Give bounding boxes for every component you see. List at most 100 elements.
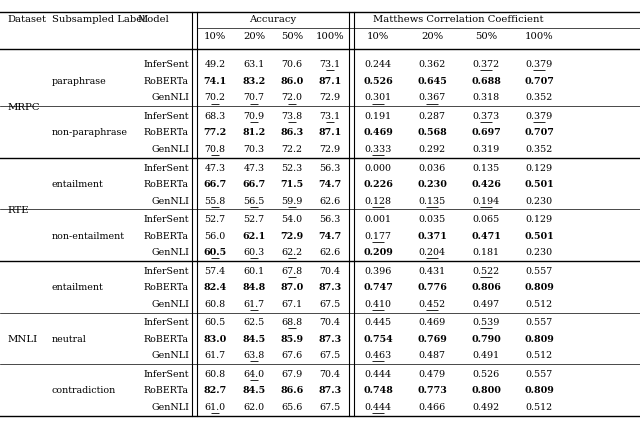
Text: 50%: 50% [281,32,303,41]
Text: 0.333: 0.333 [364,145,392,154]
Text: 0.526: 0.526 [472,370,500,379]
Text: 10%: 10% [204,32,226,41]
Text: 0.487: 0.487 [419,352,445,360]
Text: RTE: RTE [7,206,29,215]
Text: 0.204: 0.204 [419,248,445,257]
Text: 60.5: 60.5 [204,248,227,257]
Text: 56.0: 56.0 [204,232,226,241]
Text: entailment: entailment [52,180,104,189]
Text: 0.445: 0.445 [364,318,392,327]
Text: 52.7: 52.7 [243,215,264,224]
Text: 56.5: 56.5 [243,197,265,206]
Text: 77.2: 77.2 [204,128,227,138]
Text: InferSent: InferSent [143,163,189,173]
Text: 74.1: 74.1 [204,77,227,86]
Text: 0.754: 0.754 [363,335,393,344]
Text: 0.191: 0.191 [364,112,392,121]
Text: GenNLI: GenNLI [151,248,189,257]
Text: 68.8: 68.8 [282,318,303,327]
Text: 0.135: 0.135 [472,163,500,173]
Text: 63.1: 63.1 [243,60,264,69]
Text: 60.5: 60.5 [204,318,226,327]
Text: 0.501: 0.501 [524,232,554,241]
Text: 0.491: 0.491 [472,352,500,360]
Text: 0.568: 0.568 [417,128,447,138]
Text: 61.0: 61.0 [204,403,225,412]
Text: 0.469: 0.469 [363,128,393,138]
Text: 0.230: 0.230 [525,197,552,206]
Text: 0.181: 0.181 [472,248,499,257]
Text: 61.7: 61.7 [243,300,264,309]
Text: 70.9: 70.9 [243,112,264,121]
Text: 72.0: 72.0 [282,94,303,103]
Text: RoBERTa: RoBERTa [144,232,189,241]
Text: 0.539: 0.539 [472,318,500,327]
Text: 0.128: 0.128 [365,197,392,206]
Text: 0.035: 0.035 [419,215,445,224]
Text: 0.129: 0.129 [525,215,552,224]
Text: 67.5: 67.5 [319,403,340,412]
Text: 84.8: 84.8 [243,283,266,292]
Text: 63.8: 63.8 [243,352,264,360]
Text: 0.769: 0.769 [417,335,447,344]
Text: 0.352: 0.352 [525,145,552,154]
Text: 67.5: 67.5 [319,352,340,360]
Text: 73.1: 73.1 [319,60,340,69]
Text: 0.226: 0.226 [363,180,393,189]
Text: 72.9: 72.9 [319,94,340,103]
Text: 60.1: 60.1 [243,267,264,276]
Text: 10%: 10% [367,32,389,41]
Text: 55.8: 55.8 [204,197,226,206]
Text: 0.497: 0.497 [472,300,500,309]
Text: 74.7: 74.7 [318,180,342,189]
Text: RoBERTa: RoBERTa [144,283,189,292]
Text: non-paraphrase: non-paraphrase [52,128,128,138]
Text: Accuracy: Accuracy [249,15,296,24]
Text: RoBERTa: RoBERTa [144,77,189,86]
Text: MRPC: MRPC [7,103,40,112]
Text: non-entailment: non-entailment [52,232,125,241]
Text: 60.8: 60.8 [204,300,225,309]
Text: 100%: 100% [316,32,344,41]
Text: GenNLI: GenNLI [151,352,189,360]
Text: GenNLI: GenNLI [151,197,189,206]
Text: 0.371: 0.371 [417,232,447,241]
Text: 0.452: 0.452 [419,300,445,309]
Text: 85.9: 85.9 [280,335,303,344]
Text: 84.5: 84.5 [243,387,266,395]
Text: 0.557: 0.557 [525,318,552,327]
Text: 0.501: 0.501 [524,180,554,189]
Text: 0.790: 0.790 [471,335,501,344]
Text: 87.3: 87.3 [318,387,342,395]
Text: 62.0: 62.0 [243,403,264,412]
Text: RoBERTa: RoBERTa [144,128,189,138]
Text: 60.8: 60.8 [204,370,225,379]
Text: 54.0: 54.0 [282,215,303,224]
Text: RoBERTa: RoBERTa [144,387,189,395]
Text: 74.7: 74.7 [318,232,342,241]
Text: 0.748: 0.748 [363,387,393,395]
Text: Subsampled Label: Subsampled Label [52,15,145,24]
Text: 0.469: 0.469 [419,318,445,327]
Text: 0.426: 0.426 [471,180,501,189]
Text: Model: Model [137,15,169,24]
Text: 68.3: 68.3 [204,112,226,121]
Text: 0.065: 0.065 [472,215,500,224]
Text: 20%: 20% [243,32,265,41]
Text: GenNLI: GenNLI [151,300,189,309]
Text: neutral: neutral [52,335,87,344]
Text: 87.1: 87.1 [318,77,342,86]
Text: 70.2: 70.2 [205,94,225,103]
Text: 0.707: 0.707 [524,128,554,138]
Text: 82.7: 82.7 [204,387,227,395]
Text: 0.209: 0.209 [363,248,393,257]
Text: 62.5: 62.5 [243,318,264,327]
Text: 0.244: 0.244 [365,60,392,69]
Text: 0.688: 0.688 [471,77,501,86]
Text: GenNLI: GenNLI [151,403,189,412]
Text: 67.9: 67.9 [282,370,303,379]
Text: 0.000: 0.000 [365,163,392,173]
Text: 0.379: 0.379 [525,60,552,69]
Text: 0.471: 0.471 [471,232,501,241]
Text: 0.001: 0.001 [365,215,392,224]
